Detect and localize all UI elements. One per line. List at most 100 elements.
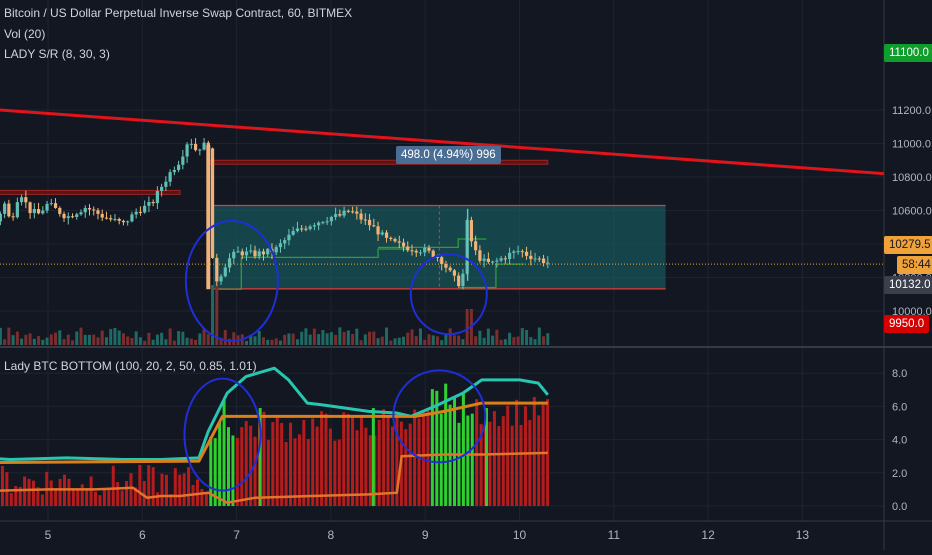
volume-bar [427, 334, 431, 345]
oscillator-pane[interactable] [0, 366, 550, 506]
volume-bar [249, 334, 253, 345]
volume-bar [508, 332, 512, 345]
time-axis-tick-label: 5 [45, 528, 52, 542]
oscillator-series-line[interactable] [0, 451, 548, 504]
candle-body [100, 213, 104, 218]
volume-bar [177, 331, 181, 345]
volume-bar [334, 334, 338, 345]
candle-body [240, 251, 244, 256]
price-axis-tick-label: 11000.0 [892, 139, 931, 151]
indicator-legend[interactable]: Lady BTC BOTTOM (100, 20, 2, 50, 0.85, 1… [4, 359, 257, 373]
candle-body [300, 228, 304, 230]
candle-body [28, 202, 32, 214]
volume-bar [329, 332, 333, 345]
volume-bar [185, 337, 189, 345]
volume-bar [168, 328, 172, 345]
candle-body [219, 276, 223, 282]
sr-zone[interactable] [0, 189, 181, 195]
oscillator-signal-bar [371, 408, 375, 506]
candle-body [227, 258, 232, 268]
annotation-circle[interactable] [409, 253, 488, 336]
price-axis-tick-label: 10800.0 [892, 172, 932, 184]
candle-body [283, 240, 287, 244]
volume-bar [312, 328, 316, 345]
candle-body [24, 197, 28, 203]
bar-countdown-tag: 58:44 [897, 256, 932, 274]
candle-body [66, 216, 70, 219]
candle-body [160, 186, 164, 192]
oscillator-series-line[interactable] [0, 401, 548, 465]
candle-body [474, 241, 478, 251]
oscillator-bar [439, 413, 443, 506]
volume-bar [317, 334, 321, 345]
candle-body [338, 214, 342, 216]
oscillator-bar [342, 412, 346, 506]
sr-legend[interactable]: LADY S/R (8, 30, 3) [4, 47, 110, 61]
candle-body [342, 210, 346, 216]
candle-body [181, 156, 185, 165]
volume-bar [385, 327, 389, 345]
oscillator-bar [289, 422, 293, 506]
oscillator-bar [541, 404, 545, 506]
volume-bar [24, 334, 28, 345]
oscillator-bar [324, 413, 328, 506]
oscillator-axis-tick-label: 0.0 [892, 501, 907, 513]
candle-body [427, 247, 431, 251]
oscillator-bar [125, 481, 129, 506]
oscillator-bar [364, 427, 368, 506]
volume-bar [444, 334, 448, 345]
volume-bar [138, 337, 142, 345]
volume-legend[interactable]: Vol (20) [4, 27, 46, 41]
candle-body [393, 239, 397, 242]
volume-bar [414, 336, 418, 345]
oscillator-bar [404, 429, 408, 506]
volume-bar [206, 334, 210, 345]
volume-bar [0, 327, 2, 345]
annotation-circle[interactable] [184, 219, 279, 342]
oscillator-bar [9, 493, 13, 506]
annotation-circle[interactable] [392, 369, 487, 464]
volume-bar [215, 285, 219, 345]
candle-body [147, 202, 151, 206]
annotation-circle[interactable] [183, 377, 262, 492]
time-axis-tick-label: 9 [422, 528, 429, 542]
candle-body [236, 251, 240, 253]
candle-body [79, 212, 83, 215]
candle-body [520, 251, 524, 253]
oscillator-bar [0, 466, 4, 506]
volume-bar [520, 328, 524, 345]
oscillator-series-line[interactable] [0, 366, 549, 463]
oscillator-bar [284, 441, 288, 506]
time-axis-tick-label: 6 [139, 528, 146, 542]
oscillator-bar [453, 396, 457, 506]
candle-body [49, 203, 53, 205]
volume-bar [537, 327, 541, 345]
candle-body [457, 275, 461, 287]
volume-bar [529, 337, 533, 345]
oscillator-bar [262, 411, 266, 506]
oscillator-bar [444, 383, 448, 506]
candle-body [406, 246, 410, 251]
volume-bar [266, 339, 270, 345]
volume-bar [32, 338, 36, 345]
volume-bar [295, 339, 299, 345]
oscillator-signal-bar [484, 408, 488, 506]
trendline[interactable] [0, 108, 885, 176]
candle-body [58, 207, 62, 214]
volume-bar [274, 338, 278, 345]
oscillator-bar [315, 426, 319, 506]
oscillator-bar [5, 472, 9, 506]
candle-body [512, 251, 516, 253]
oscillator-bar [85, 487, 89, 506]
price-pane[interactable] [0, 108, 885, 345]
candle-body [537, 258, 541, 260]
oscillator-bar [49, 480, 53, 506]
candle-body [36, 209, 41, 214]
oscillator-bar [355, 430, 359, 506]
volume-bar [151, 339, 155, 345]
symbol-title[interactable]: Bitcoin / US Dollar Perpetual Inverse Sw… [4, 6, 353, 20]
volume-bar [503, 339, 507, 345]
candle-body [7, 203, 11, 217]
